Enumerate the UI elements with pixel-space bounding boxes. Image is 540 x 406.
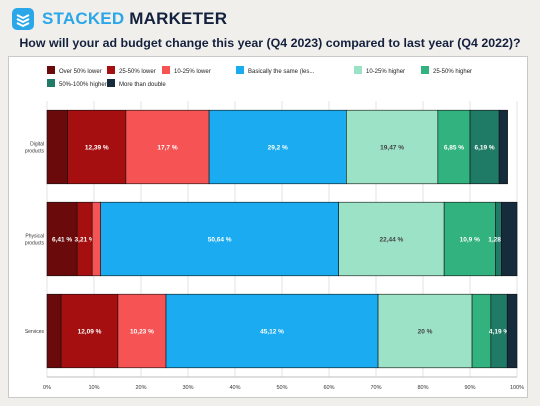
chart-title: How will your ad budget change this year… [19,36,521,50]
brand-name-accent: STACKED [42,9,125,28]
category-label: Digital [30,142,44,148]
bar-segment [437,109,471,185]
x-tick-label: 60% [323,385,334,391]
x-tick-label: 70% [370,385,381,391]
bar-segment [67,109,127,185]
bar-segment [498,109,508,185]
legend-swatch [107,79,115,87]
data-label: 22,44 % [379,237,403,244]
data-label: 3,21 % [75,237,95,244]
bar-segment [208,109,347,185]
data-label: 6,41 % [52,237,72,244]
legend-swatch [47,79,55,87]
bar-segment [443,201,496,277]
legend-swatch [162,66,170,74]
data-label: 19,47 % [380,145,404,152]
data-label: 29,2 % [268,145,288,152]
category-label: products [25,241,45,247]
brand-header: STACKED MARKETER [12,8,227,30]
legend-label: 25-50% lower [119,69,156,75]
bar-segment [91,201,101,277]
bar-segment [46,201,78,277]
legend-swatch [236,66,244,74]
x-tick-label: 100% [510,385,524,391]
bar-segment [46,293,62,369]
data-label: 17,7 % [157,145,177,152]
bar-segment [46,109,68,185]
bar-segment [377,293,473,369]
bar-segment [506,293,518,369]
data-label: 6,19 % [474,145,494,152]
legend-label: 25-50% higher [433,69,472,75]
brand-name: STACKED MARKETER [42,9,227,29]
data-label: 6,85 % [444,145,464,152]
legend-swatch [107,66,115,74]
legend-label: 50%-100% higher [59,82,107,88]
legend-swatch [421,66,429,74]
data-label: 50,64 % [208,237,232,244]
stacked-layers-logo-icon [12,8,34,30]
bar-segment [125,109,210,185]
data-label: 10,9 % [460,237,480,244]
x-tick-label: 50% [276,385,287,391]
data-label: 1,28 % [488,237,508,244]
x-tick-label: 90% [464,385,475,391]
bar-segment [338,201,445,277]
data-label: 45,12 % [260,329,284,336]
data-label: 20 % [418,329,433,336]
bar-segment [60,293,119,369]
x-tick-label: 0% [43,385,51,391]
legend-label: 10-25% higher [366,69,405,75]
stacked-bar-chart: 0% 10% 20% 30% 40% 50% 60% 70% 80% 90% 100% Over 50… [25,66,524,391]
legend-swatch [47,66,55,74]
category-label: products [25,149,45,155]
legend-label: Basically the same (les... [248,69,315,75]
bar-segment [346,109,439,185]
legend-swatch [354,66,362,74]
data-label: 12,39 % [85,145,109,152]
category-label: Services [25,329,45,335]
x-tick-label: 10% [88,385,99,391]
data-label: 12,09 % [78,329,102,336]
data-label: 4,19 % [489,329,509,336]
bar-segment [100,201,339,277]
x-tick-label: 40% [229,385,240,391]
legend-label: Over 50% lower [59,69,102,75]
legend-label: 10-25% lower [174,69,211,75]
bar-segment [501,201,518,277]
x-tick-label: 80% [417,385,428,391]
x-tick-label: 30% [182,385,193,391]
brand-name-rest: MARKETER [129,9,228,28]
chart-panel: 0% 10% 20% 30% 40% 50% 60% 70% 80% 90% 100% Over 50… [8,56,528,398]
category-label: Physical [25,234,44,240]
legend-label: More than double [119,82,166,88]
x-tick-label: 20% [135,385,146,391]
data-label: 10,23 % [130,329,154,336]
